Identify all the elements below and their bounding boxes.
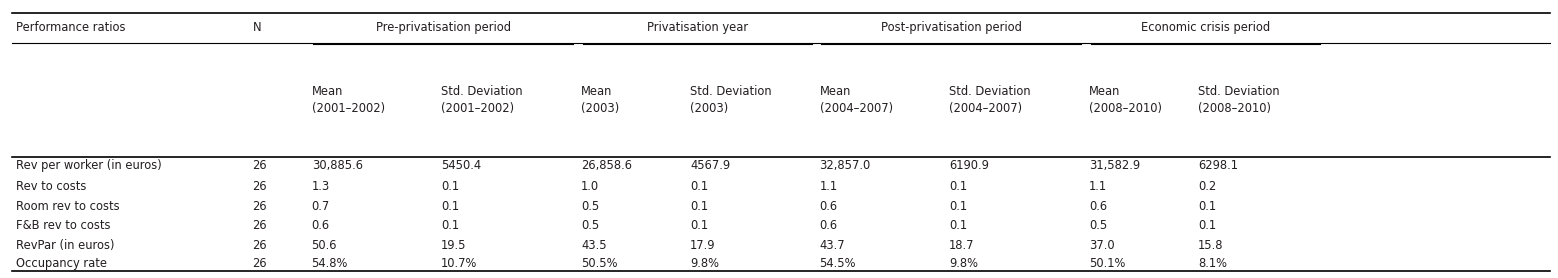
Text: 32,857.0: 32,857.0 (820, 159, 871, 172)
Text: 0.1: 0.1 (441, 180, 460, 193)
Text: Std. Deviation
(2003): Std. Deviation (2003) (690, 85, 771, 115)
Text: 0.1: 0.1 (949, 219, 968, 232)
Text: 17.9: 17.9 (690, 239, 715, 252)
Text: 15.8: 15.8 (1198, 239, 1223, 252)
Text: Rev per worker (in euros): Rev per worker (in euros) (16, 159, 162, 172)
Text: 0.1: 0.1 (949, 200, 968, 213)
Text: Occupancy rate: Occupancy rate (16, 257, 106, 270)
Text: 26: 26 (252, 219, 266, 232)
Text: 0.7: 0.7 (312, 200, 330, 213)
Text: 1.0: 1.0 (581, 180, 600, 193)
Text: Std. Deviation
(2004–2007): Std. Deviation (2004–2007) (949, 85, 1030, 115)
Text: 50.6: 50.6 (312, 239, 337, 252)
Text: 6298.1: 6298.1 (1198, 159, 1239, 172)
Text: 10.7%: 10.7% (441, 257, 477, 270)
Text: 26: 26 (252, 257, 266, 270)
Text: 1.1: 1.1 (1089, 180, 1108, 193)
Text: 37.0: 37.0 (1089, 239, 1114, 252)
Text: 4567.9: 4567.9 (690, 159, 731, 172)
Text: Std. Deviation
(2001–2002): Std. Deviation (2001–2002) (441, 85, 522, 115)
Text: 50.1%: 50.1% (1089, 257, 1125, 270)
Text: 0.1: 0.1 (441, 200, 460, 213)
Text: 0.5: 0.5 (1089, 219, 1108, 232)
Text: 54.8%: 54.8% (312, 257, 347, 270)
Text: 50.5%: 50.5% (581, 257, 617, 270)
Text: N: N (252, 21, 262, 34)
Text: 5450.4: 5450.4 (441, 159, 481, 172)
Text: 0.6: 0.6 (820, 200, 838, 213)
Text: 0.1: 0.1 (690, 180, 709, 193)
Text: 0.2: 0.2 (1198, 180, 1217, 193)
Text: 54.5%: 54.5% (820, 257, 855, 270)
Text: Mean
(2008–2010): Mean (2008–2010) (1089, 85, 1162, 115)
Text: 9.8%: 9.8% (949, 257, 978, 270)
Text: Economic crisis period: Economic crisis period (1140, 21, 1270, 34)
Text: F&B rev to costs: F&B rev to costs (16, 219, 111, 232)
Text: 0.1: 0.1 (690, 200, 709, 213)
Text: 43.7: 43.7 (820, 239, 844, 252)
Text: 1.3: 1.3 (312, 180, 330, 193)
Text: 0.5: 0.5 (581, 219, 600, 232)
Text: 9.8%: 9.8% (690, 257, 720, 270)
Text: Std. Deviation
(2008–2010): Std. Deviation (2008–2010) (1198, 85, 1279, 115)
Text: 0.1: 0.1 (441, 219, 460, 232)
Text: Pre-privatisation period: Pre-privatisation period (375, 21, 511, 34)
Text: Room rev to costs: Room rev to costs (16, 200, 120, 213)
Text: Rev to costs: Rev to costs (16, 180, 86, 193)
Text: Privatisation year: Privatisation year (647, 21, 748, 34)
Text: 0.1: 0.1 (1198, 200, 1217, 213)
Text: Performance ratios: Performance ratios (16, 21, 125, 34)
Text: RevPar (in euros): RevPar (in euros) (16, 239, 114, 252)
Text: Mean
(2001–2002): Mean (2001–2002) (312, 85, 385, 115)
Text: Mean
(2004–2007): Mean (2004–2007) (820, 85, 893, 115)
Text: Post-privatisation period: Post-privatisation period (880, 21, 1022, 34)
Text: 0.1: 0.1 (1198, 219, 1217, 232)
Text: 0.5: 0.5 (581, 200, 600, 213)
Text: 0.1: 0.1 (690, 219, 709, 232)
Text: 0.6: 0.6 (1089, 200, 1108, 213)
Text: 1.1: 1.1 (820, 180, 838, 193)
Text: 26,858.6: 26,858.6 (581, 159, 633, 172)
Text: 6190.9: 6190.9 (949, 159, 989, 172)
Text: 18.7: 18.7 (949, 239, 974, 252)
Text: 43.5: 43.5 (581, 239, 606, 252)
Text: Mean
(2003): Mean (2003) (581, 85, 620, 115)
Text: 0.6: 0.6 (820, 219, 838, 232)
Text: 26: 26 (252, 239, 266, 252)
Text: 30,885.6: 30,885.6 (312, 159, 363, 172)
Text: 0.1: 0.1 (949, 180, 968, 193)
Text: 26: 26 (252, 180, 266, 193)
Text: 8.1%: 8.1% (1198, 257, 1228, 270)
Text: 19.5: 19.5 (441, 239, 466, 252)
Text: 26: 26 (252, 159, 266, 172)
Text: 26: 26 (252, 200, 266, 213)
Text: 0.6: 0.6 (312, 219, 330, 232)
Text: 31,582.9: 31,582.9 (1089, 159, 1140, 172)
